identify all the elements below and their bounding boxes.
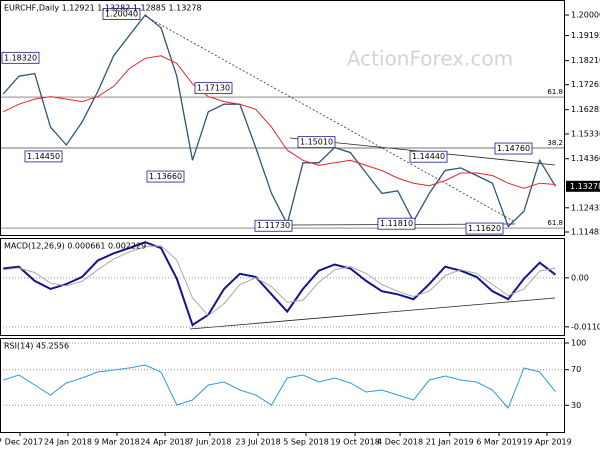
series-line <box>3 364 556 409</box>
current-price: 1.13278 <box>570 182 600 191</box>
panel-border <box>0 238 565 336</box>
price-label-box <box>494 142 533 155</box>
y-tick-label: 1.12435 <box>571 203 600 212</box>
panel-border <box>0 0 565 236</box>
current-price-box <box>566 180 600 192</box>
price-label: 1.17130 <box>197 84 230 93</box>
watermark: ActionForex.com <box>347 47 513 71</box>
price-label-box <box>24 150 63 163</box>
price-label: 1.13660 <box>149 172 182 181</box>
price-label: 1.14760 <box>497 144 530 153</box>
series-line <box>2 55 556 189</box>
panel-title: EURCHF,Daily 1.12921 1.13282 1.12885 1.1… <box>4 4 202 13</box>
dashed-trendline <box>144 15 516 223</box>
x-tick-label: 24 Jan 2018 <box>44 438 92 447</box>
price-label: 1.14450 <box>27 152 60 161</box>
series-line <box>3 241 557 327</box>
y-tick-label: 1.18210 <box>571 56 600 65</box>
y-tick-label: 1.11485 <box>571 227 600 236</box>
y-tick-label: 1.16285 <box>571 105 600 114</box>
y-tick-label: 0.00 <box>571 273 589 282</box>
price-label: 1.18320 <box>4 53 37 62</box>
panel-title: RSI(14) 45.2556 <box>4 342 69 351</box>
price-label: 1.11810 <box>380 219 413 228</box>
level-label: 38.2 <box>547 139 563 147</box>
y-tick-label: -0.011015 <box>571 322 600 331</box>
panel-border <box>0 338 565 433</box>
x-tick-label: 7 Jun 2018 <box>188 438 231 447</box>
price-label-box <box>1 51 40 64</box>
y-tick-label: 1.15330 <box>571 130 600 139</box>
price-label-box <box>377 217 416 230</box>
x-tick-label: 24 Apr 2018 <box>140 438 189 447</box>
price-label: 1.11730 <box>257 221 290 230</box>
x-tick-label: 19 Apr 2019 <box>522 438 571 447</box>
level-label: 61.8 <box>547 219 563 227</box>
x-tick-label: 6 Mar 2019 <box>476 438 522 447</box>
x-tick-label: 9 Mar 2018 <box>94 438 140 447</box>
panel-title: MACD(12,26,9) 0.000661 0.002229 <box>4 242 146 251</box>
price-label: 1.14440 <box>412 152 445 161</box>
price-label: 1.11620 <box>468 224 501 233</box>
price-label-box <box>254 219 293 232</box>
y-tick-label: 1.17265 <box>571 80 600 89</box>
price-label-box <box>297 136 336 149</box>
y-tick-label: 100 <box>571 338 586 347</box>
price-label-box <box>146 170 185 183</box>
y-tick-label: 70 <box>571 365 581 374</box>
price-label-box <box>194 82 233 95</box>
macd-trendline <box>189 297 556 330</box>
x-tick-label: 4 Dec 2018 <box>377 438 423 447</box>
y-tick-label: 30 <box>571 401 581 410</box>
x-tick-label: 7 Dec 2017 <box>0 438 43 447</box>
price-label-box <box>465 222 504 235</box>
x-tick-label: 21 Jan 2019 <box>426 438 474 447</box>
x-tick-label: 23 Jul 2018 <box>235 438 280 447</box>
x-tick-label: 5 Sep 2018 <box>283 438 329 447</box>
price-label-box <box>409 150 448 163</box>
series-line <box>2 14 557 228</box>
series-line <box>3 245 556 317</box>
price-label: 1.20040 <box>105 9 138 18</box>
y-tick-label: 1.20000 <box>571 11 600 20</box>
price-label: 1.15010 <box>300 138 333 147</box>
x-tick-label: 19 Oct 2018 <box>330 438 379 447</box>
y-tick-label: 1.19195 <box>571 31 600 40</box>
level-label: 61.8 <box>547 88 563 96</box>
price-label-box <box>102 8 141 20</box>
y-tick-label: 1.14360 <box>571 154 600 163</box>
